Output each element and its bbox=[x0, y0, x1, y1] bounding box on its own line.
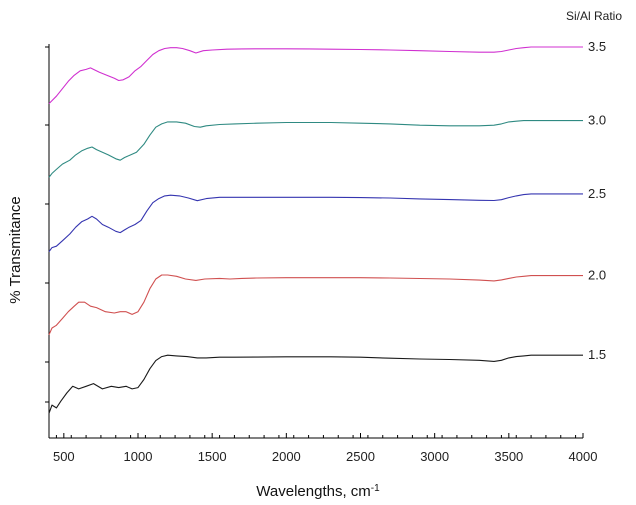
series-label-2-5: 2.5 bbox=[588, 186, 606, 201]
series-label-3-0: 3.0 bbox=[588, 113, 606, 128]
legend-title: Si/Al Ratio bbox=[566, 9, 622, 23]
x-tick-label: 2000 bbox=[272, 449, 301, 464]
y-axis-title: % Transmitance bbox=[7, 196, 24, 304]
x-tick-label: 3500 bbox=[494, 449, 523, 464]
series-line-3-5 bbox=[48, 46, 583, 104]
x-tick-label: 3000 bbox=[420, 449, 449, 464]
series-line-1-5 bbox=[48, 354, 583, 414]
x-tick-label: 2500 bbox=[346, 449, 375, 464]
ticks: 500 1000 1500 2000 2500 3000 3500 4000 bbox=[45, 46, 598, 464]
x-axis-title-text: Wavelengths, cm bbox=[256, 483, 371, 500]
series-line-2-5 bbox=[48, 193, 583, 253]
x-tick-label: 1000 bbox=[124, 449, 153, 464]
x-axis-title-superscript: -1 bbox=[371, 483, 380, 494]
x-tick-label: 4000 bbox=[569, 449, 598, 464]
axes bbox=[48, 44, 583, 439]
series-label-2-0: 2.0 bbox=[588, 268, 606, 283]
series-label-3-5: 3.5 bbox=[588, 39, 606, 54]
series-label-1-5: 1.5 bbox=[588, 347, 606, 362]
x-tick-label: 1500 bbox=[198, 449, 227, 464]
series-line-2-0 bbox=[48, 274, 583, 336]
series-layer bbox=[48, 46, 583, 414]
series-line-3-0 bbox=[48, 120, 583, 178]
x-tick-label: 500 bbox=[53, 449, 75, 464]
series-label-layer: 1.5 2.0 2.5 3.0 3.5 bbox=[588, 39, 606, 362]
x-axis-title: Wavelengths, cm-1 bbox=[256, 483, 380, 501]
